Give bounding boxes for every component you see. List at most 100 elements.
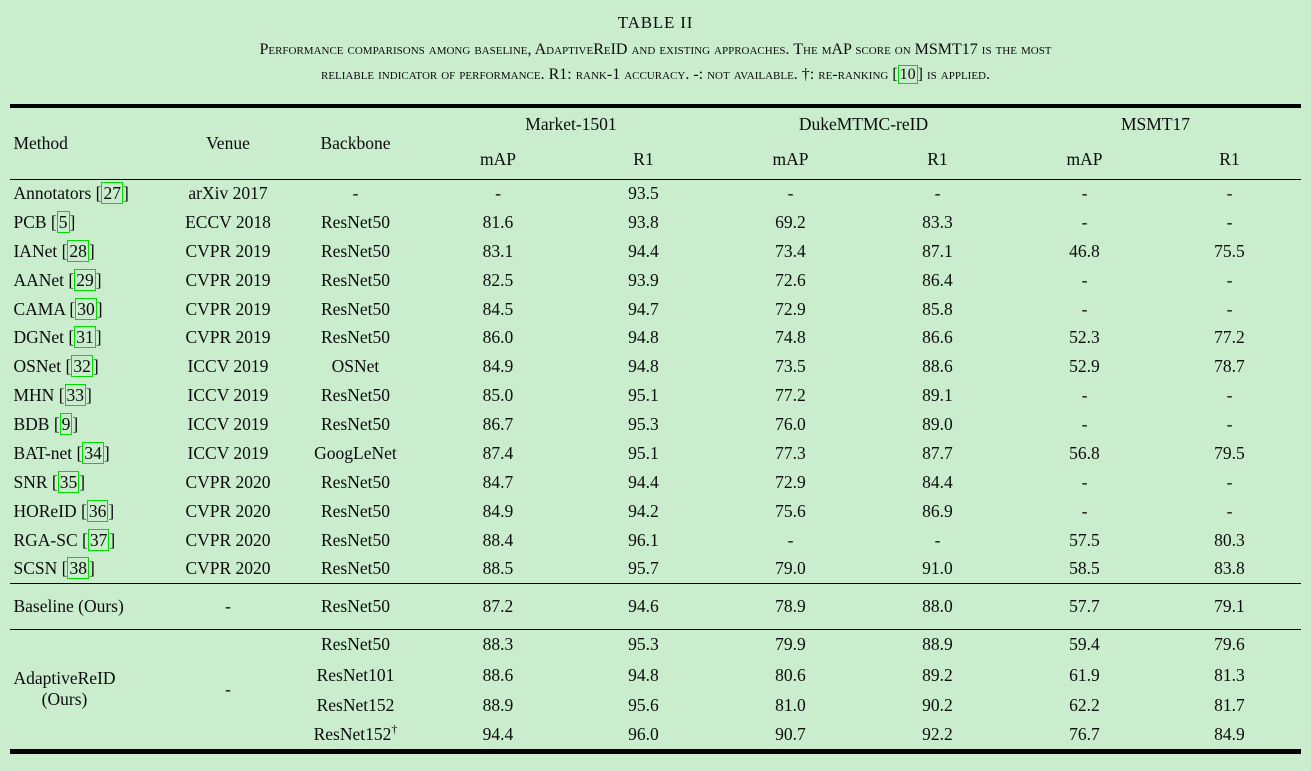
adaptive-row: AdaptiveReID (Ours) - ResNet50 88.3 95.3 79.9 8… bbox=[10, 629, 1300, 709]
backbone-cell: GoogLeNet bbox=[285, 439, 425, 468]
backbone-label: ResNet50 bbox=[320, 471, 390, 492]
value-cell: 79.6 bbox=[1214, 634, 1245, 655]
backbone-label: ResNet50 bbox=[320, 240, 390, 261]
method-cell: HOReID [36] bbox=[10, 497, 170, 526]
venue-cell: CVPR 2020 bbox=[185, 529, 271, 550]
method-label: AdaptiveReID (Ours) bbox=[13, 668, 115, 710]
adaptive-row: ResNet152 88.9 95.6 81.0 90.2 62.2 81.7 bbox=[10, 690, 1300, 721]
method-cell: AANet [29] bbox=[10, 266, 170, 295]
value-cell: 79.5 bbox=[1214, 442, 1245, 463]
citation-link[interactable]: 29 bbox=[74, 268, 96, 291]
value-cell: 52.3 bbox=[1069, 327, 1100, 348]
value-cell: 95.7 bbox=[628, 558, 659, 579]
col-header-duke-map: mAP bbox=[772, 149, 809, 170]
method-label: SCSN [ bbox=[13, 558, 68, 579]
method-label: OSNet [ bbox=[13, 356, 72, 377]
header-row-groups: Method Venue Backbone Market-1501 DukeMT… bbox=[10, 106, 1300, 153]
table-header: Method Venue Backbone Market-1501 DukeMT… bbox=[10, 106, 1301, 179]
citation-link[interactable]: 31 bbox=[74, 326, 96, 349]
backbone-label: ResNet50 bbox=[320, 558, 390, 579]
value-cell: 73.4 bbox=[775, 240, 806, 261]
value-cell: 76.0 bbox=[775, 414, 806, 435]
value-cell: 84.9 bbox=[1214, 724, 1245, 745]
backbone-label: ResNet50 bbox=[320, 298, 390, 319]
value-cell: 83.3 bbox=[922, 211, 953, 232]
method-label: DGNet [ bbox=[13, 327, 75, 348]
backbone-cell: ResNet152 bbox=[285, 690, 425, 721]
value-cell: 81.3 bbox=[1214, 664, 1245, 685]
citation-link[interactable]: 28 bbox=[67, 239, 89, 262]
table-row: IANet [28] CVPR 2019 ResNet50 83.1 94.4 73.4 8… bbox=[10, 237, 1300, 266]
value-cell: 85.0 bbox=[482, 385, 514, 406]
table-row: MHN [33] ICCV 2019 ResNet50 85.0 95.1 77.2 89.… bbox=[10, 381, 1300, 410]
backbone-cell: ResNet50 bbox=[285, 497, 425, 526]
table-row: OSNet [32] ICCV 2019 OSNet 84.9 94.8 73.5 88.6… bbox=[10, 352, 1300, 381]
venue-cell: CVPR 2019 bbox=[185, 240, 271, 261]
value-cell: 88.0 bbox=[922, 595, 953, 616]
value-cell: 83.8 bbox=[1214, 558, 1245, 579]
backbone-cell: ResNet50 bbox=[285, 629, 425, 660]
citation-link[interactable]: 35 bbox=[57, 470, 80, 493]
caption-text: Performance comparisons among baseline, … bbox=[0, 37, 1311, 87]
citation-link[interactable]: 38 bbox=[67, 557, 89, 580]
value-cell: 86.4 bbox=[922, 269, 953, 290]
caption-line2-post: ] is applied. bbox=[917, 66, 991, 83]
value-cell: 88.9 bbox=[922, 634, 953, 655]
venue-cell: ICCV 2019 bbox=[187, 414, 269, 435]
value-cell: 83.1 bbox=[482, 240, 514, 261]
reranking-dagger: † bbox=[391, 722, 398, 737]
value-cell: 91.0 bbox=[922, 558, 953, 579]
value-cell: 92.2 bbox=[922, 724, 953, 745]
method-label: SNR [ bbox=[13, 471, 58, 492]
citation-bracket: ] bbox=[88, 558, 95, 579]
value-cell: 90.7 bbox=[775, 724, 806, 745]
value-cell: - bbox=[1081, 211, 1088, 232]
caption-title: TABLE II bbox=[617, 13, 694, 32]
citation-link[interactable]: 37 bbox=[87, 528, 110, 551]
col-header-msmt-map: mAP bbox=[1066, 149, 1103, 170]
citation-link[interactable]: 5 bbox=[56, 210, 70, 233]
table-row: HOReID [36] CVPR 2020 ResNet50 84.9 94.2 75.6… bbox=[10, 497, 1300, 526]
citation-link[interactable]: 34 bbox=[82, 441, 104, 464]
value-cell: 73.5 bbox=[775, 356, 806, 377]
value-cell: 86.0 bbox=[482, 327, 514, 348]
results-table: Method Venue Backbone Market-1501 DukeMT… bbox=[10, 104, 1301, 754]
citation-link[interactable]: 30 bbox=[75, 297, 97, 320]
table-row: DGNet [31] CVPR 2019 ResNet50 86.0 94.8 74.8 8… bbox=[10, 323, 1300, 352]
group-header-dukemtmc-reid: DukeMTMC-reID bbox=[798, 114, 929, 134]
value-cell: - bbox=[787, 183, 794, 204]
value-cell: 95.1 bbox=[628, 442, 659, 463]
table-row: Annotators [27] arXiv 2017 - - 93.5 - - - - bbox=[10, 179, 1300, 208]
value-cell: 78.9 bbox=[775, 595, 806, 616]
citation-bracket: ] bbox=[108, 500, 115, 521]
backbone-label: ResNet152 bbox=[316, 695, 395, 716]
value-cell: 82.5 bbox=[482, 269, 514, 290]
citation-link[interactable]: 33 bbox=[64, 384, 87, 407]
value-cell: 72.9 bbox=[775, 471, 806, 492]
value-cell: 94.8 bbox=[628, 664, 659, 685]
value-cell: 90.2 bbox=[922, 695, 953, 716]
value-cell: 86.6 bbox=[922, 327, 953, 348]
method-cell: OSNet [32] bbox=[10, 352, 170, 381]
adaptive-row: ResNet101 88.6 94.8 80.6 89.2 61.9 81.3 bbox=[10, 660, 1300, 691]
citation-link[interactable]: 32 bbox=[71, 355, 93, 378]
value-cell: 81.6 bbox=[482, 211, 514, 232]
citation-link[interactable]: 9 bbox=[59, 413, 73, 436]
table-row: CAMA [30] CVPR 2019 ResNet50 84.5 94.7 72.9 85… bbox=[10, 295, 1300, 324]
value-cell: 75.5 bbox=[1214, 240, 1245, 261]
value-cell: - bbox=[1226, 269, 1233, 290]
value-cell: 87.7 bbox=[922, 442, 953, 463]
method-label: BDB [ bbox=[13, 414, 60, 435]
citation-link[interactable]: 27 bbox=[101, 182, 123, 205]
venue-cell: CVPR 2019 bbox=[185, 327, 271, 348]
value-cell: 81.0 bbox=[775, 695, 806, 716]
method-cell: MHN [33] bbox=[10, 381, 170, 410]
caption-citation-link[interactable]: 10 bbox=[897, 65, 918, 84]
value-cell: 87.4 bbox=[482, 442, 514, 463]
citation-link[interactable]: 36 bbox=[86, 499, 109, 522]
backbone-cell: ResNet50 bbox=[285, 237, 425, 266]
backbone-cell: OSNet bbox=[285, 352, 425, 381]
value-cell: - bbox=[1081, 298, 1088, 319]
value-cell: - bbox=[1226, 471, 1233, 492]
value-cell: - bbox=[1081, 269, 1088, 290]
